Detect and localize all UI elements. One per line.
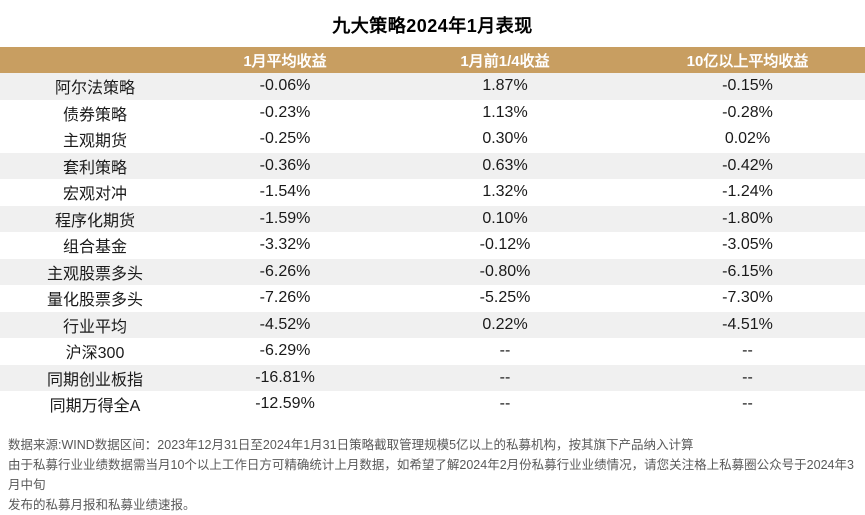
table-row: 同期创业板指 -16.81% -- -- <box>0 364 865 391</box>
value-cell: -0.42% <box>722 156 773 174</box>
footnote-line: 发布的私募月报和私募业绩速报。 <box>8 497 196 512</box>
strategy-name-cell: 宏观对冲 <box>62 186 127 204</box>
page-title: 九大策略2024年1月表现 <box>332 16 533 36</box>
header-cell-top-quartile-return: 1月前1/4收益 <box>380 47 630 73</box>
table-row: 程序化期货 -1.59% 0.10% -1.80% <box>0 205 865 232</box>
strategy-name-cell: 同期创业板指 <box>46 371 143 389</box>
value-cell: -1.54% <box>259 183 311 201</box>
value-cell: -1.80% <box>722 209 773 227</box>
value-cell: -7.26% <box>259 289 311 307</box>
strategy-name-cell: 组合基金 <box>62 239 127 257</box>
strategy-name-cell: 量化股票多头 <box>46 292 143 310</box>
value-cell: -0.36% <box>259 156 311 174</box>
value-cell: -4.52% <box>259 315 311 333</box>
strategy-name-cell: 同期万得全A <box>49 398 141 416</box>
strategy-name-cell: 阿尔法策略 <box>54 80 135 98</box>
table-row: 套利策略 -0.36% 0.63% -0.42% <box>0 152 865 179</box>
value-cell: -0.23% <box>259 103 311 121</box>
value-cell: -6.26% <box>259 262 311 280</box>
table-header: 1月平均收益 1月前1/4收益 10亿以上平均收益 <box>0 47 865 73</box>
value-cell: 0.30% <box>482 130 528 148</box>
value-cell: -7.30% <box>722 289 773 307</box>
value-cell: -- <box>499 395 511 413</box>
value-cell: 1.13% <box>482 103 528 121</box>
value-cell: 1.87% <box>482 77 528 95</box>
value-cell: -- <box>499 368 511 386</box>
strategy-name-cell: 债券策略 <box>62 106 127 124</box>
table-row: 主观期货 -0.25% 0.30% 0.02% <box>0 126 865 153</box>
table-row: 债券策略 -0.23% 1.13% -0.28% <box>0 100 865 127</box>
table-row: 同期万得全A -12.59% -- -- <box>0 391 865 418</box>
header-cell-large-fund-return: 10亿以上平均收益 <box>630 47 865 73</box>
strategy-name-cell: 主观期货 <box>62 133 127 151</box>
value-cell: -0.15% <box>722 77 773 95</box>
table-header-row: 1月平均收益 1月前1/4收益 10亿以上平均收益 <box>0 47 865 73</box>
table-row: 组合基金 -3.32% -0.12% -3.05% <box>0 232 865 259</box>
value-cell: -1.24% <box>722 183 773 201</box>
strategy-name-cell: 沪深300 <box>65 345 125 363</box>
value-cell: -16.81% <box>255 368 315 386</box>
value-cell: -- <box>742 368 753 386</box>
value-cell: -4.51% <box>722 315 773 333</box>
footnote-line: 由于私募行业业绩数据需当月10个以上工作日方可精确统计上月数据，如希望了解202… <box>8 457 854 492</box>
value-cell: 0.22% <box>482 315 528 333</box>
table-row: 行业平均 -4.52% 0.22% -4.51% <box>0 311 865 338</box>
value-cell: -1.59% <box>259 209 311 227</box>
value-cell: -0.80% <box>479 262 531 280</box>
strategy-name-cell: 行业平均 <box>62 318 127 336</box>
performance-table: 1月平均收益 1月前1/4收益 10亿以上平均收益 阿尔法策略 -0.06% 1.8… <box>0 47 865 418</box>
strategy-name-cell: 套利策略 <box>62 159 127 177</box>
value-cell: -3.05% <box>722 236 773 254</box>
value-cell: 1.32% <box>482 183 528 201</box>
value-cell: -5.25% <box>479 289 531 307</box>
value-cell: 0.02% <box>724 130 771 148</box>
strategy-name-cell: 程序化期货 <box>54 212 135 230</box>
value-cell: -6.15% <box>722 262 773 280</box>
value-cell: -6.29% <box>259 342 311 360</box>
table-row: 主观股票多头 -6.26% -0.80% -6.15% <box>0 258 865 285</box>
table-row: 阿尔法策略 -0.06% 1.87% -0.15% <box>0 73 865 100</box>
value-cell: -3.32% <box>259 236 311 254</box>
header-cell-avg-return: 1月平均收益 <box>190 47 380 73</box>
footnote-line: 数据来源:WIND数据区间：2023年12月31日至2024年1月31日策略截取… <box>8 437 694 452</box>
value-cell: -0.28% <box>722 103 773 121</box>
value-cell: 0.10% <box>482 209 528 227</box>
value-cell: -12.59% <box>255 395 315 413</box>
table-row: 量化股票多头 -7.26% -5.25% -7.30% <box>0 285 865 312</box>
header-cell-strategy <box>0 47 190 73</box>
value-cell: -- <box>742 342 753 360</box>
table-row: 宏观对冲 -1.54% 1.32% -1.24% <box>0 179 865 206</box>
value-cell: -0.25% <box>259 130 311 148</box>
value-cell: 0.63% <box>482 156 528 174</box>
value-cell: -0.12% <box>479 236 531 254</box>
value-cell: -- <box>499 342 511 360</box>
value-cell: -0.06% <box>259 77 311 95</box>
footnotes: 数据来源:WIND数据区间：2023年12月31日至2024年1月31日策略截取… <box>0 435 865 515</box>
table-body: 阿尔法策略 -0.06% 1.87% -0.15% 债券策略 -0.23% 1.13% -0.… <box>0 73 865 418</box>
value-cell: -- <box>742 395 753 413</box>
table-row: 沪深300 -6.29% -- -- <box>0 338 865 365</box>
strategy-name-cell: 主观股票多头 <box>46 265 143 283</box>
